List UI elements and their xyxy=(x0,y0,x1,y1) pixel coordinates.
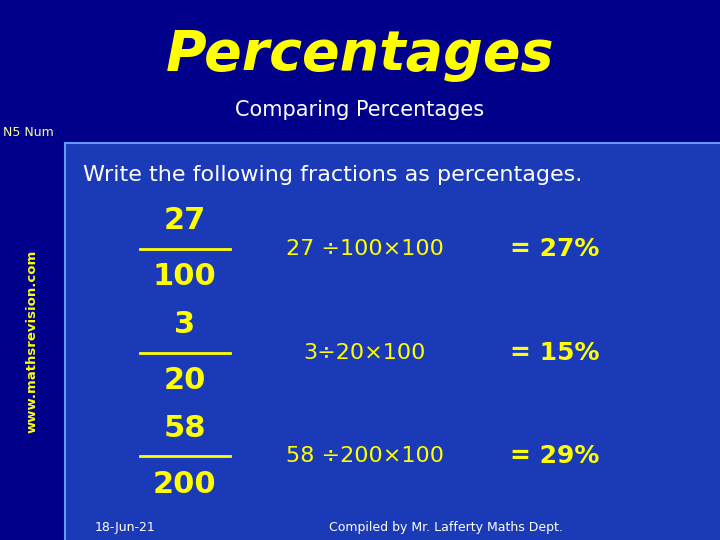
Bar xyxy=(65,143,720,540)
Text: Compiled by Mr. Lafferty Maths Dept.: Compiled by Mr. Lafferty Maths Dept. xyxy=(330,522,563,535)
Text: 18-Jun-21: 18-Jun-21 xyxy=(95,522,156,535)
Text: www.mathsrevision.com: www.mathsrevision.com xyxy=(26,250,39,433)
Text: = 29%: = 29% xyxy=(510,444,600,469)
Text: 100: 100 xyxy=(153,262,217,291)
Text: = 15%: = 15% xyxy=(510,341,600,364)
Text: 3: 3 xyxy=(174,310,195,339)
Text: 58 ÷200×100: 58 ÷200×100 xyxy=(286,447,444,467)
Text: Write the following fractions as percentages.: Write the following fractions as percent… xyxy=(83,165,582,185)
Bar xyxy=(0,143,65,540)
Text: 3÷20×100: 3÷20×100 xyxy=(304,342,426,362)
Text: Comparing Percentages: Comparing Percentages xyxy=(235,100,485,120)
Text: Percentages: Percentages xyxy=(166,28,554,82)
Text: = 27%: = 27% xyxy=(510,237,600,261)
Text: 27 ÷100×100: 27 ÷100×100 xyxy=(286,239,444,259)
Text: 58: 58 xyxy=(163,414,206,443)
Text: 20: 20 xyxy=(163,366,206,395)
Text: 200: 200 xyxy=(153,470,217,499)
Text: N5 Num: N5 Num xyxy=(3,126,54,139)
Text: 27: 27 xyxy=(163,206,206,235)
